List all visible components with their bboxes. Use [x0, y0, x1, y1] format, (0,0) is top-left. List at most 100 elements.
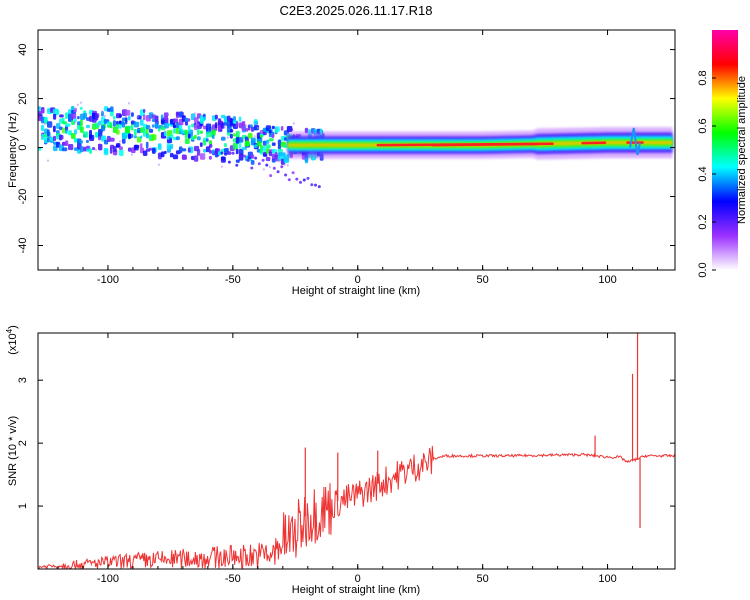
spectrogram-ylabel: Frequency (Hz)	[7, 112, 19, 188]
heatmap-cell	[306, 176, 310, 180]
heatmap-peak	[431, 142, 539, 147]
heatmap-cell	[127, 133, 132, 139]
heatmap-cell	[118, 146, 123, 150]
heatmap-cell	[286, 164, 289, 167]
y-tick-label: 20	[17, 92, 29, 104]
heatmap-cell	[211, 149, 215, 155]
heatmap-cell	[217, 130, 220, 133]
heatmap-cell	[74, 129, 78, 135]
heatmap-cell	[202, 149, 207, 153]
heatmap-cell	[217, 118, 222, 126]
heatmap-cell	[172, 122, 176, 128]
heatmap-cell	[265, 139, 270, 144]
heatmap-cell	[257, 162, 261, 166]
heatmap-cell	[287, 178, 291, 182]
heatmap-cell	[118, 140, 121, 143]
heatmap-cell	[262, 152, 267, 156]
heatmap-cell	[250, 126, 255, 132]
heatmap-cell	[259, 134, 263, 138]
heatmap-cell	[133, 144, 139, 151]
heatmap-cell	[226, 115, 231, 123]
heatmap-cell	[196, 128, 200, 136]
snr-ylabel: SNR (10 * v/v)	[7, 416, 19, 486]
heatmap-cell	[154, 122, 158, 128]
heatmap-cell	[231, 151, 235, 155]
heatmap-cell	[280, 165, 284, 169]
heatmap-cell	[193, 112, 196, 115]
heatmap-cell	[169, 134, 174, 139]
heatmap-cell	[220, 156, 226, 163]
heatmap-cell	[184, 129, 188, 135]
heatmap-cell	[247, 125, 251, 131]
heatmap-cell	[157, 163, 160, 166]
colorbar-tick-label: 0.6	[697, 118, 709, 133]
heatmap-cell	[238, 137, 244, 143]
heatmap-cell	[145, 141, 149, 149]
heatmap-cell	[310, 183, 314, 187]
heatmap-cell	[157, 152, 162, 160]
heatmap-cell	[59, 114, 64, 118]
heatmap-cell	[241, 121, 246, 127]
heatmap-cell	[139, 119, 144, 126]
spectrogram-frame	[37, 29, 676, 271]
heatmap-cell	[175, 136, 180, 141]
heatmap-cell	[314, 183, 317, 187]
heatmap-cell	[148, 147, 153, 151]
heatmap-cell	[193, 124, 198, 131]
heatmap-cell	[280, 126, 284, 131]
heatmap-cell	[224, 152, 228, 156]
heatmap-cell	[229, 133, 233, 139]
heatmap-cell	[65, 140, 69, 146]
heatmap-cell	[238, 148, 244, 155]
heatmap-cell	[172, 154, 179, 160]
heatmap-cell	[77, 103, 79, 106]
heatmap-cell	[208, 126, 212, 133]
heatmap-cell	[166, 123, 170, 127]
heatmap-cell	[44, 122, 46, 126]
heatmap-cell	[56, 109, 60, 115]
heatmap-cell	[95, 115, 99, 121]
heatmap-cell	[317, 185, 321, 189]
heatmap-cell	[151, 134, 157, 141]
heatmap-cell	[211, 134, 215, 139]
heatmap-cell	[38, 106, 41, 112]
heatmap-cell	[302, 178, 306, 182]
heatmap-cell	[133, 135, 137, 139]
heatmap-cell	[242, 154, 246, 158]
heatmap-cell	[160, 151, 165, 158]
heatmap-cell	[163, 115, 168, 121]
x-tick-label: 0	[355, 274, 361, 286]
heatmap-cell	[163, 112, 169, 117]
heatmap-cell	[103, 148, 109, 156]
heatmap-cell	[265, 148, 270, 154]
heatmap-cell	[151, 114, 156, 119]
heatmap-cell	[166, 143, 170, 150]
heatmap-cell	[250, 160, 255, 165]
heatmap-cell	[241, 147, 247, 151]
heatmap-cell	[98, 143, 101, 149]
heatmap-cell	[118, 120, 122, 124]
colorbar-tick-label: 0.2	[697, 214, 709, 229]
heatmap-cell	[193, 155, 199, 162]
heatmap-cell	[184, 138, 190, 144]
heatmap-cell	[262, 168, 265, 171]
heatmap-cell	[115, 122, 119, 130]
heatmap-cell	[127, 125, 131, 130]
heatmap-cell	[44, 116, 48, 123]
heatmap-cell	[178, 124, 183, 131]
x-tick-label: 50	[477, 274, 489, 286]
heatmap-cell	[112, 146, 117, 153]
heatmap-cell	[62, 127, 66, 134]
heatmap-cell	[130, 134, 134, 138]
heatmap-cell	[274, 127, 277, 130]
heatmap-cell	[109, 106, 114, 112]
y-tick-label: -40	[17, 238, 29, 254]
heatmap-cell	[235, 121, 239, 128]
heatmap-cell	[89, 134, 93, 139]
heatmap-cell	[80, 126, 84, 133]
spectrogram-heatmap	[38, 101, 673, 189]
heatmap-cell	[53, 125, 56, 133]
heatmap-cell	[181, 148, 187, 152]
heatmap-cell	[202, 113, 206, 118]
heatmap-cell	[124, 109, 131, 116]
